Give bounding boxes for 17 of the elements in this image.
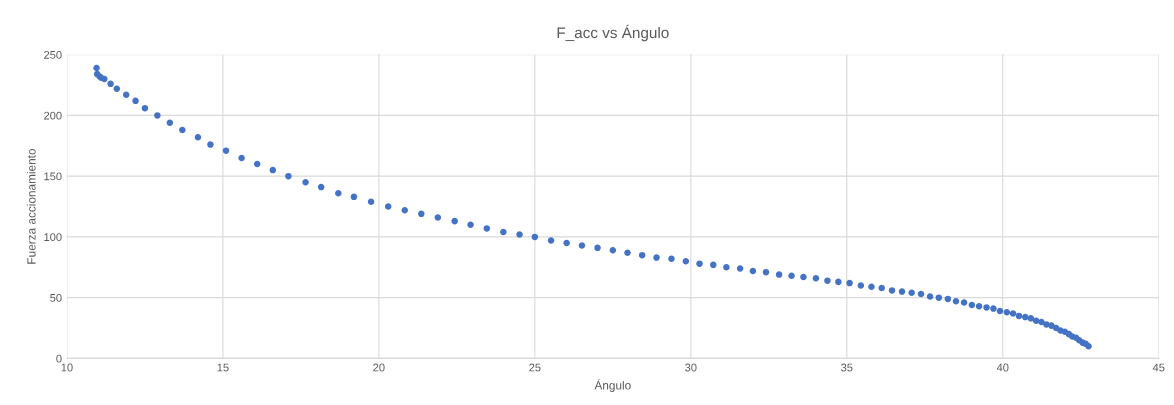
x-tick-label: 35 — [841, 363, 853, 372]
y-tick-label: 0 — [56, 354, 62, 363]
x-tick-label: 30 — [685, 363, 697, 372]
y-tick-label: 150 — [44, 172, 62, 181]
y-tick-label: 50 — [50, 293, 62, 302]
x-axis-title: Ángulo — [594, 379, 631, 392]
x-tick-label: 10 — [61, 363, 73, 372]
x-tick-label: 20 — [373, 363, 385, 372]
chart-title: F_acc vs Ángulo — [557, 24, 669, 42]
x-tick-label: 40 — [996, 363, 1009, 372]
y-tick-label: 250 — [44, 50, 62, 59]
y-tick-label: 200 — [44, 111, 62, 120]
y-tick-label: 100 — [44, 233, 62, 242]
x-tick-label: 15 — [217, 363, 229, 372]
x-tick-label: 25 — [529, 363, 541, 372]
y-axis-title: Fuerza accionamiento — [26, 148, 36, 264]
x-tick-label: 45 — [1152, 363, 1165, 372]
